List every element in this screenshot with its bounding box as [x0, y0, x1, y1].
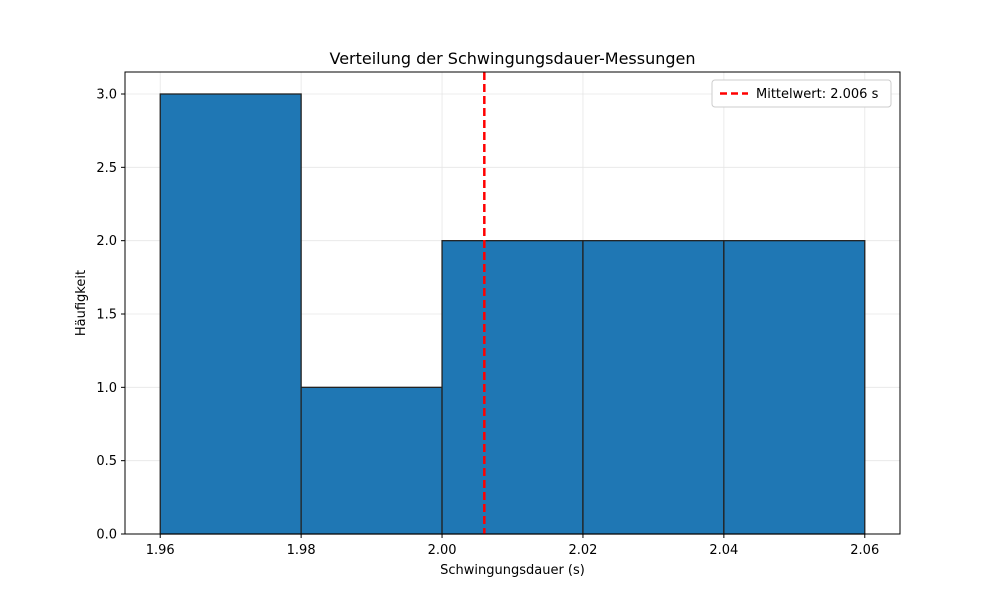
histogram-bars — [159, 93, 866, 535]
y-tick-label: 1.5 — [96, 308, 117, 323]
y-tick-label: 0.5 — [96, 454, 117, 469]
y-axis-label: Häufigkeit — [74, 270, 89, 336]
plot-frame — [124, 71, 901, 535]
chart-title: Verteilung der Schwingungsdauer-Messunge… — [329, 49, 695, 68]
y-tick-label: 0.0 — [96, 528, 117, 543]
y-tick-label: 2.5 — [96, 161, 117, 176]
x-axis-ticks: 1.96 1.98 2.00 2.02 2.04 2.06 — [146, 534, 879, 558]
histogram-bar — [441, 240, 584, 535]
y-axis-ticks: 0.0 0.5 1.0 1.5 2.0 2.5 3.0 — [96, 88, 125, 543]
histogram-bar — [300, 386, 443, 535]
y-tick-label: 3.0 — [96, 88, 117, 103]
histogram-bar — [723, 240, 866, 535]
x-tick-label: 2.00 — [428, 543, 457, 558]
histogram-bar — [582, 240, 725, 535]
legend-mean-label: Mittelwert: 2.006 s — [756, 87, 879, 102]
x-tick-label: 2.06 — [850, 543, 879, 558]
y-tick-label: 1.0 — [96, 381, 117, 396]
legend: Mittelwert: 2.006 s — [711, 79, 892, 108]
x-axis-label: Schwingungsdauer (s) — [440, 563, 585, 578]
x-tick-label: 1.96 — [146, 543, 175, 558]
histogram-bar — [159, 93, 302, 535]
x-tick-label: 1.98 — [287, 543, 316, 558]
legend-box — [711, 79, 892, 108]
x-tick-label: 2.02 — [568, 543, 597, 558]
y-tick-label: 2.0 — [96, 234, 117, 249]
x-tick-label: 2.04 — [709, 543, 738, 558]
